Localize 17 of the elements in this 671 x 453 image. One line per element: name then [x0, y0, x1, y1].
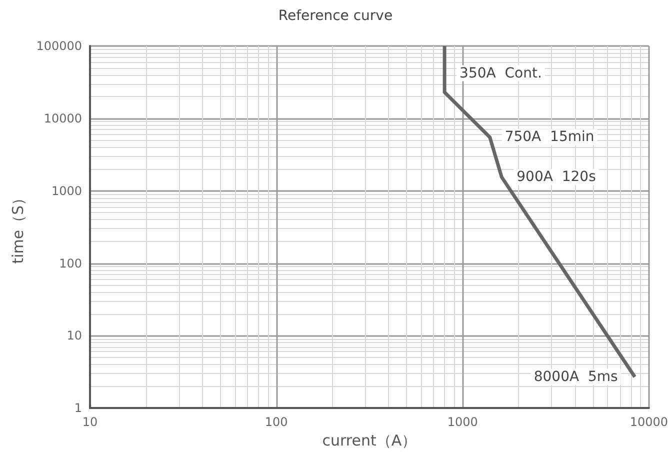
y-tick-label: 1 — [74, 401, 82, 416]
x-axis-title: current（A） — [322, 432, 417, 450]
x-tick-label: 10000 — [630, 415, 668, 430]
y-tick-label: 10000 — [44, 111, 82, 126]
annotation: 900A 120s — [516, 169, 596, 186]
chart-title: Reference curve — [278, 8, 393, 24]
y-tick-label: 100 — [59, 256, 82, 270]
annotation: 750A 15min — [504, 129, 594, 146]
y-tick-label: 100000 — [36, 39, 82, 53]
x-tick-label: 10 — [82, 415, 98, 430]
y-tick-label: 10 — [66, 328, 82, 343]
annotation: 350A Cont. — [460, 65, 542, 82]
x-tick-label: 1000 — [447, 415, 478, 430]
annotation: 8000A 5ms — [534, 368, 618, 385]
x-tick-label: 100 — [264, 415, 288, 430]
y-tick-label: 1000 — [51, 184, 82, 198]
y-axis-title: time（S） — [8, 190, 27, 264]
